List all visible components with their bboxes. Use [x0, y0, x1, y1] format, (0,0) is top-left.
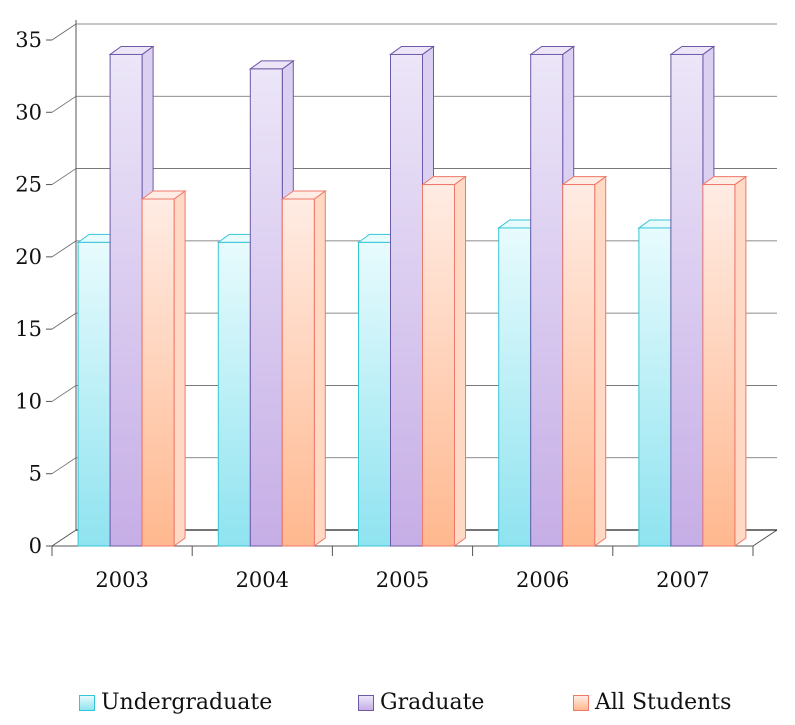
gridline-side [51, 23, 77, 41]
bar-front [249, 68, 283, 547]
bar-front [358, 241, 391, 547]
legend-label-all-students: All Students [595, 690, 732, 715]
bar-front [109, 53, 143, 547]
gridline-side [51, 168, 77, 185]
x-tick-label: 2004 [236, 568, 289, 592]
gridline-side [51, 312, 77, 330]
bar-front [638, 227, 672, 547]
gridline-side [51, 385, 77, 402]
bar-front [141, 198, 175, 547]
legend-swatch-graduate [358, 694, 374, 711]
legend: Undergraduate Graduate All Students [0, 690, 795, 720]
bar-side [313, 190, 326, 547]
x-axis: 2003 2004 2005 2006 2007 [51, 546, 754, 592]
legend-item-undergraduate: Undergraduate [79, 690, 272, 715]
bar-front [498, 227, 532, 547]
bar-front [670, 53, 704, 547]
legend-item-graduate: Graduate [358, 690, 484, 715]
legend-item-all-students: All Students [573, 690, 731, 715]
y-tick-label: 20 [15, 245, 42, 269]
y-tick-label: 25 [15, 173, 42, 197]
y-tick-label: 15 [15, 317, 42, 341]
bar-front [422, 184, 455, 547]
y-tick-label: 35 [15, 28, 42, 52]
bar-front [530, 53, 564, 547]
bar-front [217, 241, 251, 547]
bar-front [77, 241, 111, 547]
bar-front [562, 184, 596, 547]
x-tick-label: 2006 [516, 568, 569, 592]
y-tick-label: 30 [15, 100, 42, 124]
y-tick-label: 10 [15, 389, 42, 413]
bar-side [173, 190, 186, 547]
bars [76, 45, 748, 547]
legend-label-graduate: Graduate [380, 690, 485, 715]
legend-label-undergraduate: Undergraduate [101, 690, 273, 715]
bar-side [734, 175, 747, 547]
bar-side [594, 175, 607, 547]
bar-all-students-2007 [701, 175, 748, 547]
bar-all-students-2003 [140, 190, 187, 547]
y-axis: 0 5 10 15 20 25 30 35 [15, 28, 52, 558]
gridline-side [51, 457, 77, 475]
bar-all-students-2005 [420, 175, 468, 547]
x-tick-label: 2003 [95, 568, 148, 592]
chart-svg: 0 5 10 15 20 25 30 35 2003 2004 2005 2006 2007 [15, 20, 778, 592]
bar-front [390, 53, 423, 547]
legend-swatch-undergraduate [79, 694, 95, 711]
gridline-side [51, 95, 77, 113]
x-tick-label: 2007 [656, 568, 709, 592]
bar-all-students-2004 [280, 190, 327, 547]
bar-all-students-2006 [561, 175, 608, 547]
bar-side [454, 175, 466, 547]
bar-front [281, 198, 315, 547]
bar-undergraduate-2005 [356, 233, 404, 547]
x-tick-label: 2005 [376, 568, 429, 592]
gridline-side [51, 240, 77, 258]
y-tick-label: 0 [29, 534, 42, 558]
bar-front [702, 184, 736, 547]
y-tick-label: 5 [29, 462, 42, 486]
legend-swatch-all-students [573, 694, 589, 711]
